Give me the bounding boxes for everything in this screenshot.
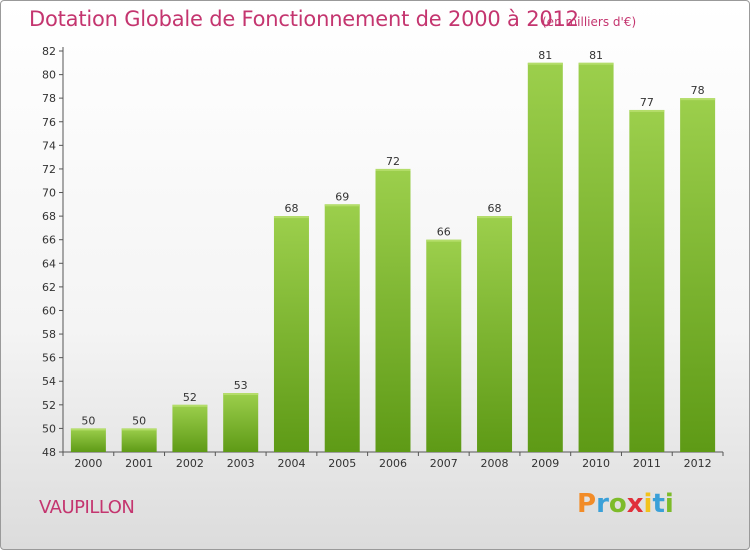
commune-name: VAUPILLON bbox=[39, 497, 135, 518]
x-tick-label-2012: 2012 bbox=[684, 457, 712, 470]
logo-letter: r bbox=[596, 489, 609, 519]
x-tick-label-2002: 2002 bbox=[176, 457, 204, 470]
y-tick-label: 66 bbox=[42, 234, 56, 247]
y-tick-label: 74 bbox=[42, 139, 56, 152]
bar-highlight bbox=[121, 428, 157, 431]
y-tick-label: 62 bbox=[42, 281, 56, 294]
x-tick-label-2000: 2000 bbox=[74, 457, 102, 470]
bar-highlight bbox=[629, 109, 665, 112]
value-label-2000: 50 bbox=[81, 414, 95, 427]
y-tick-label: 80 bbox=[42, 69, 56, 82]
bar-2000 bbox=[70, 428, 106, 452]
y-tick-label: 78 bbox=[42, 92, 56, 105]
y-tick-label: 48 bbox=[42, 446, 56, 459]
bar-2009 bbox=[527, 62, 563, 452]
value-label-2003: 53 bbox=[234, 379, 248, 392]
chart-title: Dotation Globale de Fonctionnement de 20… bbox=[29, 7, 579, 31]
value-label-2008: 68 bbox=[488, 202, 502, 215]
bar-2005 bbox=[324, 204, 360, 452]
y-tick-label: 60 bbox=[42, 304, 56, 317]
bar-highlight bbox=[578, 62, 614, 65]
bar-2001 bbox=[121, 428, 157, 452]
bar-highlight bbox=[426, 239, 462, 242]
x-tick-label-2009: 2009 bbox=[531, 457, 559, 470]
bar-2012 bbox=[680, 98, 716, 453]
bar-highlight bbox=[477, 216, 513, 219]
y-tick-label: 50 bbox=[42, 422, 56, 435]
y-tick-label: 52 bbox=[42, 399, 56, 412]
y-tick-label: 70 bbox=[42, 187, 56, 200]
value-label-2001: 50 bbox=[132, 414, 146, 427]
x-tick-label-2010: 2010 bbox=[582, 457, 610, 470]
value-label-2007: 66 bbox=[437, 226, 451, 239]
bar-highlight bbox=[273, 216, 309, 219]
x-tick-label-2004: 2004 bbox=[277, 457, 305, 470]
logo-letter: P bbox=[577, 489, 597, 519]
logo-letter: o bbox=[608, 489, 627, 519]
y-tick-label: 72 bbox=[42, 163, 56, 176]
bar-2011 bbox=[629, 109, 665, 453]
x-tick-label-2006: 2006 bbox=[379, 457, 407, 470]
x-tick-label-2007: 2007 bbox=[430, 457, 458, 470]
y-tick-label: 58 bbox=[42, 328, 56, 341]
value-labels: 50 50 52 53 68 69 72 66 68 81 81 77 78 bbox=[81, 49, 704, 428]
logo-letter: i bbox=[643, 489, 653, 519]
x-tick-label-2008: 2008 bbox=[481, 457, 509, 470]
x-tick-label-2003: 2003 bbox=[227, 457, 255, 470]
bar-2007 bbox=[426, 239, 462, 452]
bar-2010 bbox=[578, 62, 614, 452]
value-label-2011: 77 bbox=[640, 96, 654, 109]
y-tick-label: 56 bbox=[42, 352, 56, 365]
logo-letter: x bbox=[626, 489, 644, 519]
bar-highlight bbox=[527, 62, 563, 65]
value-label-2006: 72 bbox=[386, 155, 400, 168]
bar-2008 bbox=[477, 216, 513, 452]
x-tick-label-2001: 2001 bbox=[125, 457, 153, 470]
value-label-2009: 81 bbox=[538, 49, 552, 62]
bar-highlight bbox=[324, 204, 360, 207]
y-tick-label: 76 bbox=[42, 116, 56, 129]
value-label-2010: 81 bbox=[589, 49, 603, 62]
logo-letter: t bbox=[652, 489, 665, 519]
bar-2003 bbox=[223, 393, 259, 452]
value-label-2002: 52 bbox=[183, 391, 197, 404]
proxiti-logo[interactable]: Proxiti bbox=[577, 489, 674, 519]
bar-2002 bbox=[172, 404, 208, 452]
chart-subtitle: (en milliers d'€) bbox=[542, 15, 637, 29]
bar-highlight bbox=[680, 98, 716, 101]
axes: 48 50 52 54 56 58 60 62 64 66 68 70 72 74 76 78 80 82 2000… bbox=[42, 45, 724, 470]
bar-highlight bbox=[375, 168, 411, 171]
value-label-2004: 68 bbox=[284, 202, 298, 215]
logo-letter: i bbox=[664, 489, 674, 519]
bar-2004 bbox=[273, 216, 309, 452]
y-tick-label: 68 bbox=[42, 210, 56, 223]
bar-highlight bbox=[223, 393, 259, 396]
x-tick-label-2005: 2005 bbox=[328, 457, 356, 470]
value-label-2005: 69 bbox=[335, 190, 349, 203]
x-tick-label-2011: 2011 bbox=[633, 457, 661, 470]
bar-highlight bbox=[70, 428, 106, 431]
value-label-2012: 78 bbox=[691, 84, 705, 97]
y-tick-label: 64 bbox=[42, 257, 56, 270]
bar-highlight bbox=[172, 404, 208, 407]
y-tick-label: 82 bbox=[42, 45, 56, 58]
bar-2006 bbox=[375, 168, 411, 453]
y-tick-label: 54 bbox=[42, 375, 56, 388]
bars bbox=[70, 62, 716, 453]
